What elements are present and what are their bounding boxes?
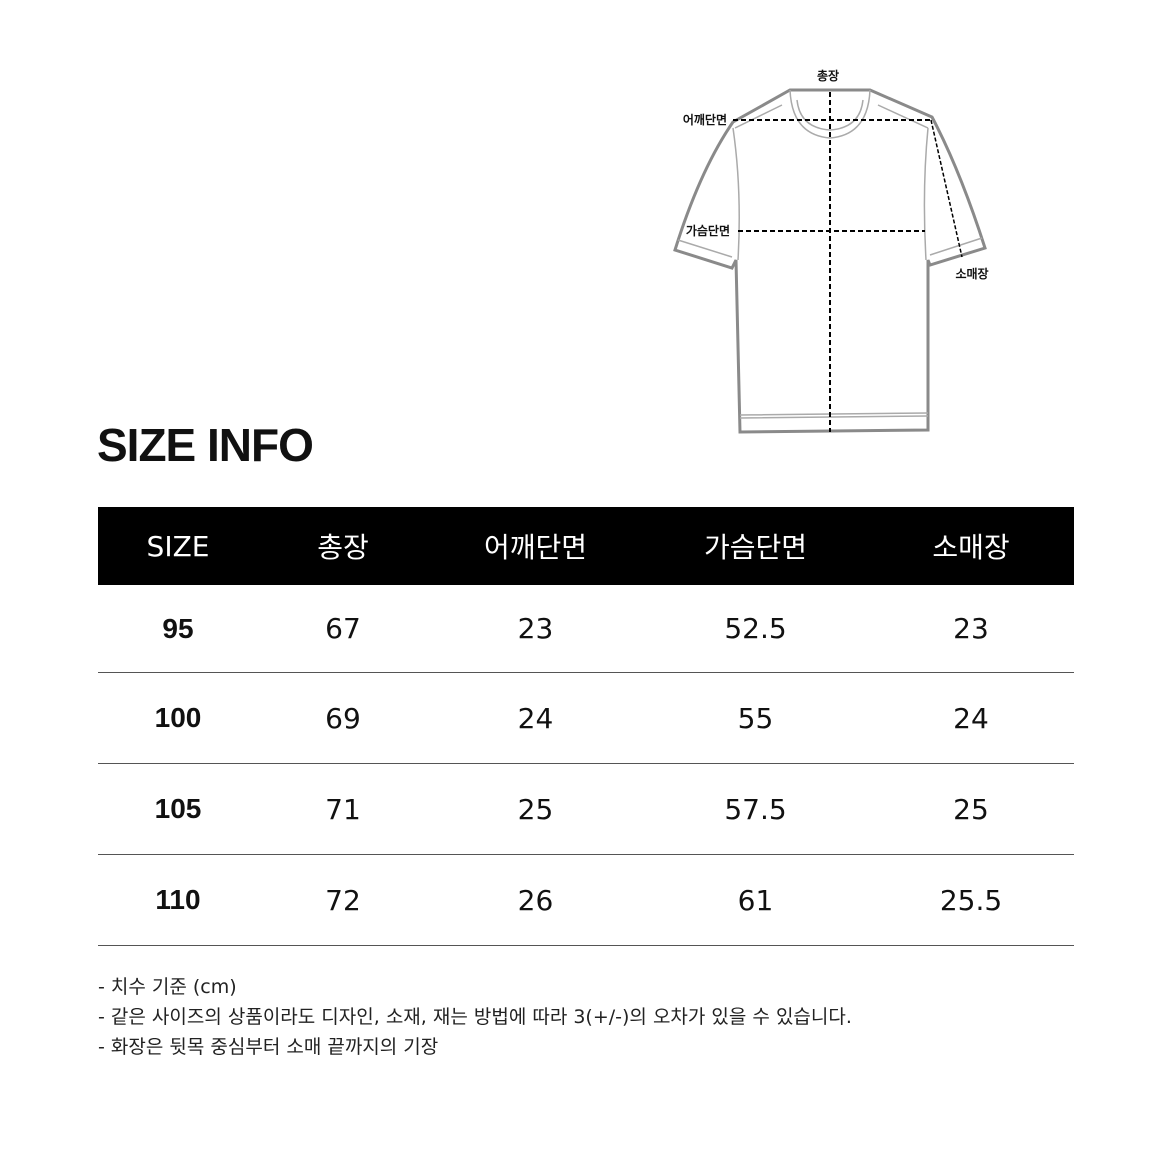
cell-shoulder: 24: [428, 672, 643, 764]
cell-sleeve: 24: [868, 672, 1074, 764]
header-size: SIZE: [98, 507, 258, 585]
tshirt-outline: [673, 88, 987, 434]
cell-chest: 55: [643, 672, 868, 764]
table-row: 95 67 23 52.5 23: [98, 585, 1074, 673]
note-item: - 치수 기준 (cm): [98, 976, 237, 998]
note-item: - 화장은 뒷목 중심부터 소매 끝까지의 기장: [98, 1036, 439, 1058]
cell-size: 105: [98, 763, 258, 855]
table-header: SIZE 총장 어깨단면 가슴단면 소매장: [98, 507, 1074, 585]
label-total-length: 총장: [817, 68, 839, 83]
label-sleeve: 소매장: [955, 266, 988, 281]
cell-shoulder: 23: [428, 585, 643, 673]
table-row: 110 72 26 61 25.5: [98, 854, 1074, 946]
cell-sleeve: 25.5: [868, 854, 1074, 946]
size-table: SIZE 총장 어깨단면 가슴단면 소매장 95 67 23 52.5 23 1…: [98, 507, 1074, 946]
cell-shoulder: 26: [428, 854, 643, 946]
cell-total-length: 71: [258, 763, 428, 855]
label-chest: 가슴단면: [686, 223, 730, 238]
cell-chest: 61: [643, 854, 868, 946]
cell-size: 95: [98, 585, 258, 673]
cell-total-length: 72: [258, 854, 428, 946]
table-row: 105 71 25 57.5 25: [98, 763, 1074, 855]
header-shoulder: 어깨단면: [428, 507, 643, 585]
header-total-length: 총장: [258, 507, 428, 585]
header-sleeve: 소매장: [868, 507, 1074, 585]
tshirt-measurement-diagram: 총장 어깨단면 가슴단면 소매장: [673, 68, 989, 434]
cell-total-length: 69: [258, 672, 428, 764]
cell-shoulder: 25: [428, 763, 643, 855]
sleeve-line: [930, 119, 963, 258]
note-item: - 같은 사이즈의 상품이라도 디자인, 소재, 재는 방법에 따라 3(+/-…: [98, 1006, 852, 1028]
cell-size: 110: [98, 854, 258, 946]
page-title: SIZE INFO: [97, 419, 314, 471]
label-shoulder: 어깨단면: [683, 112, 727, 127]
cell-total-length: 67: [258, 585, 428, 673]
cell-sleeve: 25: [868, 763, 1074, 855]
cell-size: 100: [98, 672, 258, 764]
cell-sleeve: 23: [868, 585, 1074, 673]
cell-chest: 52.5: [643, 585, 868, 673]
tshirt-seams: [677, 89, 983, 419]
header-chest: 가슴단면: [643, 507, 868, 585]
cell-chest: 57.5: [643, 763, 868, 855]
table-row: 100 69 24 55 24: [98, 672, 1074, 764]
notes: - 치수 기준 (cm) - 같은 사이즈의 상품이라도 디자인, 소재, 재는…: [98, 972, 852, 1062]
